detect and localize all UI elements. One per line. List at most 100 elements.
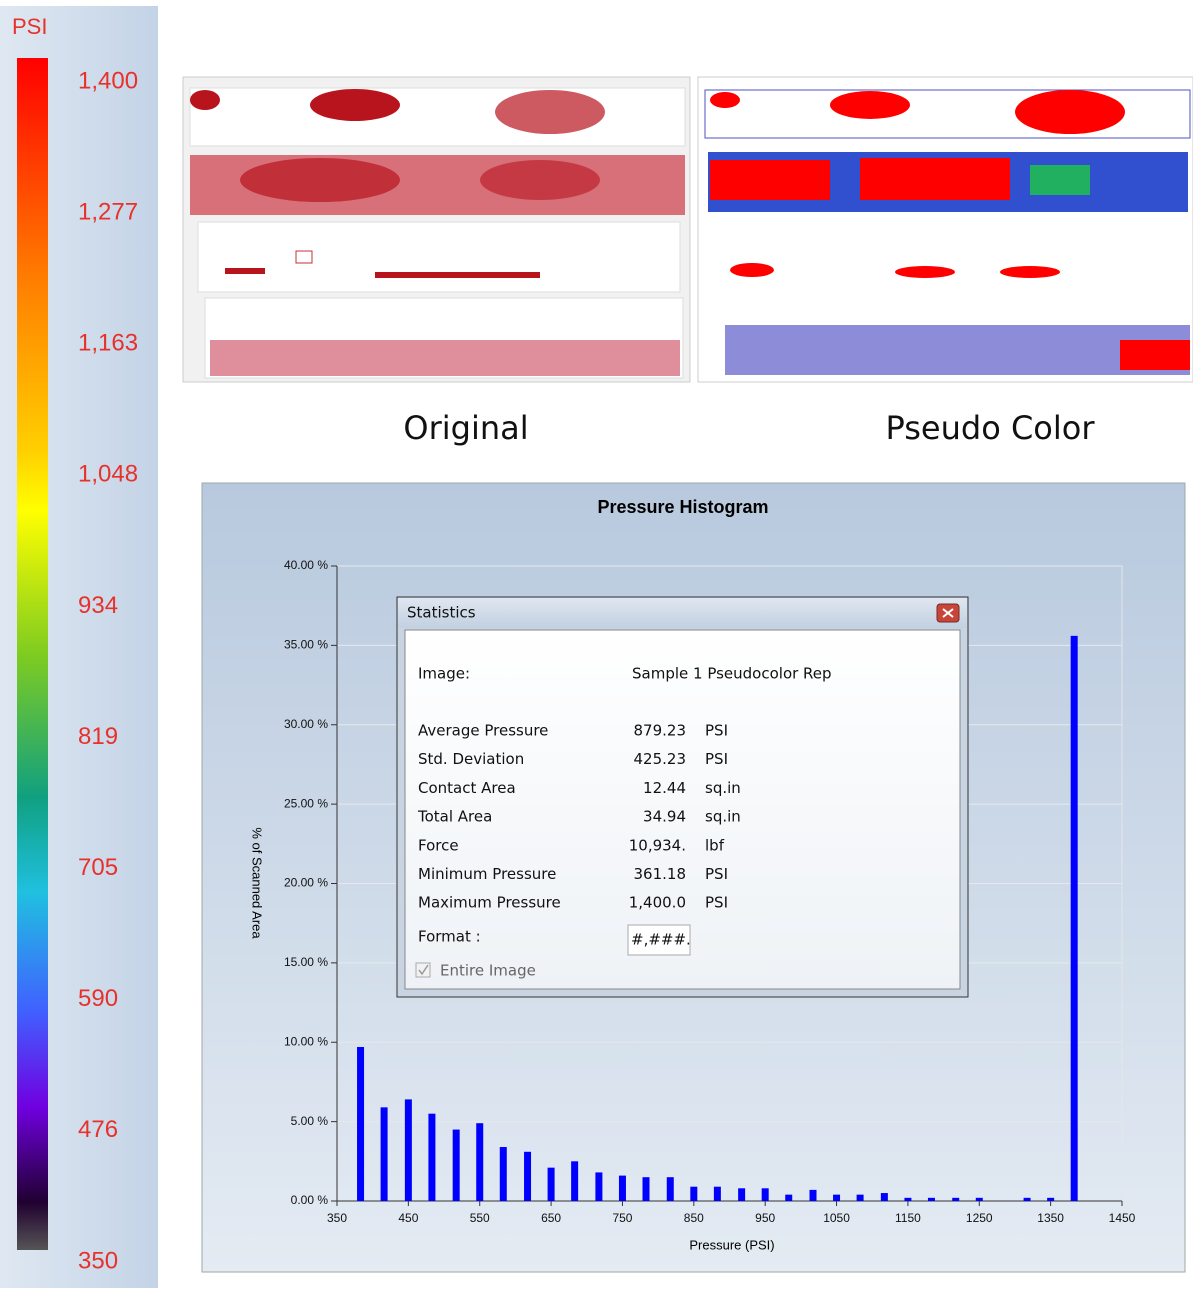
stat-unit: lbf: [705, 836, 725, 854]
y-axis-label: % of Scanned Area: [250, 827, 265, 939]
scale-label: 705: [78, 854, 118, 881]
bar: [880, 1193, 888, 1201]
y-tick-label: 25.00 %: [284, 796, 328, 810]
stat-value: 34.94: [643, 808, 686, 826]
format-value: #,###.#: [631, 931, 703, 949]
bar: [404, 1099, 412, 1201]
statistics-dialog: Statistics Image: Sample 1 Pseudocolor R…: [396, 596, 969, 998]
scale-label: 476: [78, 1116, 118, 1143]
x-tick-label: 1050: [823, 1211, 850, 1225]
bar: [476, 1123, 484, 1201]
bar: [738, 1188, 746, 1201]
dialog-title: Statistics: [407, 604, 476, 622]
bar: [761, 1188, 769, 1201]
plot: 0.00 % 5.00 % 10.00 % 15.00 % 20.00 % 25.00 %…: [284, 558, 1136, 1225]
x-tick-label: 350: [327, 1211, 347, 1225]
scale-label: 590: [78, 985, 118, 1012]
stat-label: Average Pressure: [418, 722, 548, 740]
bar: [642, 1177, 650, 1201]
stat-unit: PSI: [705, 894, 728, 912]
x-tick-label: 450: [398, 1211, 418, 1225]
bar: [499, 1147, 507, 1201]
chart-title: Pressure Histogram: [597, 497, 768, 517]
bar: [1047, 1197, 1055, 1201]
pseudo-color-image: [697, 76, 1193, 383]
bar: [618, 1175, 626, 1201]
bar: [452, 1129, 460, 1201]
scale-label: 1,163: [78, 330, 138, 357]
stat-unit: PSI: [705, 722, 728, 740]
stat-label: Total Area: [417, 808, 492, 826]
stat-unit: sq.in: [705, 779, 741, 797]
bar: [927, 1197, 935, 1201]
scale-label: 819: [78, 723, 118, 750]
scale-label: 1,048: [78, 461, 138, 488]
stat-label: Minimum Pressure: [418, 865, 556, 883]
y-tick-label: 0.00 %: [291, 1193, 329, 1207]
format-label: Format :: [418, 928, 481, 946]
scale-unit: PSI: [12, 14, 47, 39]
scale-label: 350: [78, 1247, 118, 1274]
y-tick-label: 5.00 %: [291, 1114, 329, 1128]
stat-value: 425.23: [634, 750, 687, 768]
bar: [809, 1189, 817, 1201]
title-bar: [398, 598, 967, 628]
y-tick-label: 30.00 %: [284, 717, 328, 731]
bar: [666, 1177, 674, 1201]
bar: [428, 1113, 436, 1201]
x-tick-label: 850: [684, 1211, 704, 1225]
x-tick-label: 750: [612, 1211, 632, 1225]
stat-label: Contact Area: [418, 779, 516, 797]
stat-unit: sq.in: [705, 808, 741, 826]
stat-unit: PSI: [705, 750, 728, 768]
bar: [380, 1107, 388, 1201]
x-tick-label: 1450: [1109, 1211, 1136, 1225]
bar: [357, 1047, 365, 1201]
stat-label: Std. Deviation: [418, 750, 524, 768]
caption: Pseudo Color: [886, 409, 1096, 447]
x-tick-label: 1350: [1037, 1211, 1064, 1225]
y-tick-label: 40.00 %: [284, 558, 328, 572]
x-tick-label: 950: [755, 1211, 775, 1225]
checkbox-label: Entire Image: [440, 962, 536, 980]
y-tick-label: 35.00 %: [284, 638, 328, 652]
stat-value: 879.23: [634, 722, 687, 740]
bar: [975, 1197, 983, 1201]
y-tick-label: 20.00 %: [284, 876, 328, 890]
x-tick-label: 650: [541, 1211, 561, 1225]
image-value: Sample 1 Pseudocolor Rep: [632, 665, 832, 683]
bar: [904, 1197, 912, 1201]
bar: [547, 1167, 555, 1201]
check-icon: [418, 964, 429, 976]
bar: [785, 1194, 793, 1201]
bar: [856, 1194, 864, 1201]
bar: [1070, 635, 1078, 1201]
y-tick-label: 15.00 %: [284, 955, 328, 969]
stat-value: 10,934.: [629, 836, 686, 854]
bar: [571, 1161, 579, 1201]
scale-label: 934: [78, 592, 118, 619]
stat-value: 361.18: [634, 865, 687, 883]
original-image: [182, 76, 691, 383]
close-icon: [942, 608, 954, 618]
scale-label: 1,400: [78, 67, 138, 94]
color-bar: [17, 58, 48, 1250]
bar: [690, 1186, 698, 1201]
stat-unit: PSI: [705, 865, 728, 883]
y-tick-label: 10.00 %: [284, 1034, 328, 1048]
bar: [1023, 1197, 1031, 1201]
format-input[interactable]: [627, 924, 691, 956]
x-tick-label: 1250: [966, 1211, 993, 1225]
x-tick-label: 1150: [895, 1211, 921, 1225]
bar: [952, 1197, 960, 1201]
stat-value: 1,400.0: [629, 894, 686, 912]
caption: Original: [403, 409, 528, 447]
bar: [713, 1186, 721, 1201]
bar: [833, 1194, 841, 1201]
scale-label: 1,277: [78, 198, 138, 225]
bar: [595, 1172, 603, 1201]
stat-label: Maximum Pressure: [418, 894, 561, 912]
image-label: Image:: [418, 665, 470, 683]
